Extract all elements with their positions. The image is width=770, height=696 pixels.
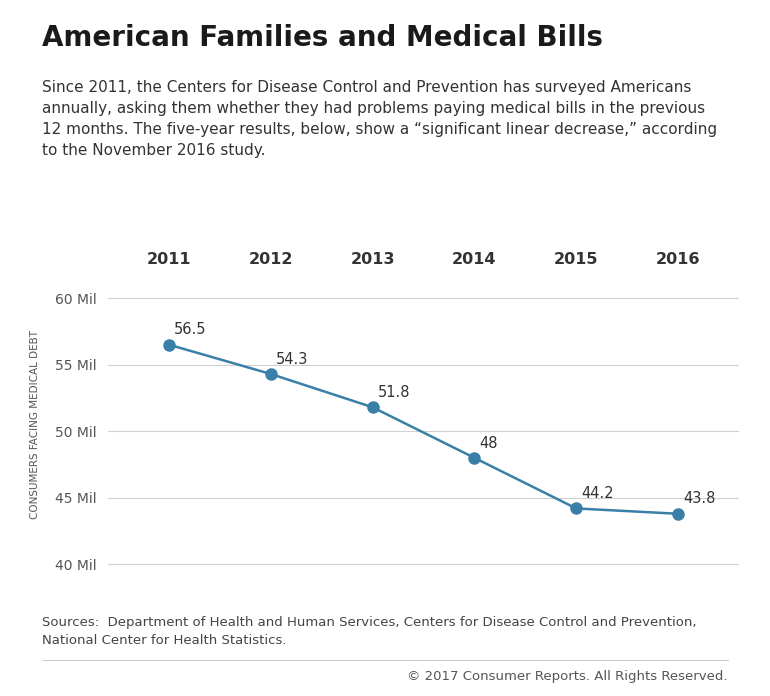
Text: 2014: 2014 <box>452 252 497 267</box>
Text: 44.2: 44.2 <box>581 486 614 501</box>
Text: 56.5: 56.5 <box>174 322 206 338</box>
Text: 2015: 2015 <box>554 252 598 267</box>
Text: 2012: 2012 <box>249 252 293 267</box>
Text: Since 2011, the Centers for Disease Control and Prevention has surveyed American: Since 2011, the Centers for Disease Cont… <box>42 80 718 158</box>
Text: 2011: 2011 <box>146 252 191 267</box>
Text: American Families and Medical Bills: American Families and Medical Bills <box>42 24 604 52</box>
Text: 2013: 2013 <box>350 252 395 267</box>
Text: CONSUMERS FACING MEDICAL DEBT: CONSUMERS FACING MEDICAL DEBT <box>30 330 39 519</box>
Text: 2016: 2016 <box>656 252 701 267</box>
Text: 54.3: 54.3 <box>276 351 308 367</box>
Text: Sources:  Department of Health and Human Services, Centers for Disease Control a: Sources: Department of Health and Human … <box>42 616 697 647</box>
Text: 48: 48 <box>480 436 498 450</box>
Text: 51.8: 51.8 <box>377 385 410 400</box>
Text: © 2017 Consumer Reports. All Rights Reserved.: © 2017 Consumer Reports. All Rights Rese… <box>407 670 728 683</box>
Text: 43.8: 43.8 <box>683 491 715 507</box>
